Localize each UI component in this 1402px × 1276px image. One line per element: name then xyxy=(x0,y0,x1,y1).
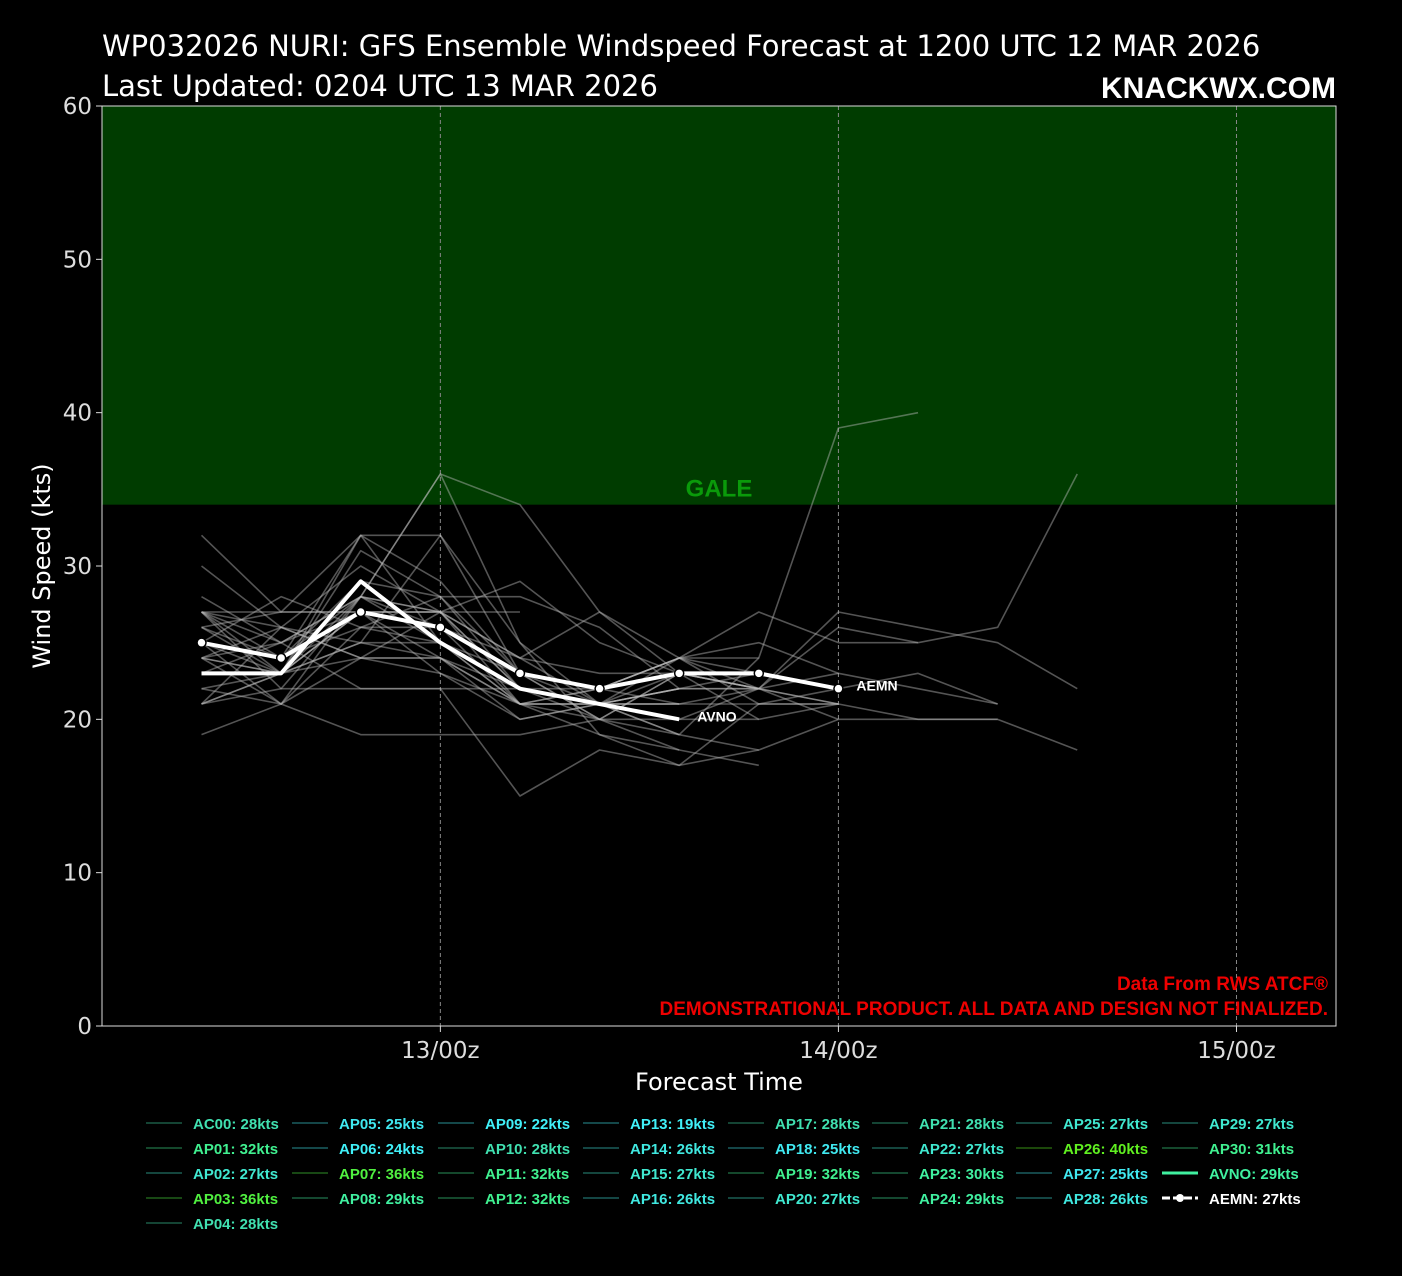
legend-entry: AP16: 26kts xyxy=(630,1191,715,1208)
legend-entry: AP28: 26kts xyxy=(1063,1191,1148,1208)
series-line-ap11 xyxy=(200,534,839,705)
x-tick-label: 13/00z xyxy=(401,1038,479,1064)
series-line-ap10 xyxy=(201,595,839,705)
legend-entry: AP10: 28kts xyxy=(485,1141,570,1158)
chart-title: WP032026 NURI: GFS Ensemble Windspeed Fo… xyxy=(102,29,1260,63)
legend-entry: AP22: 27kts xyxy=(919,1141,1004,1158)
legend-entry: AP15: 27kts xyxy=(630,1166,715,1183)
legend-entry: AVNO: 29kts xyxy=(1209,1166,1299,1183)
series-line-ap23 xyxy=(201,565,839,705)
aemn-point xyxy=(833,683,844,694)
legend-entry: AP18: 25kts xyxy=(775,1141,860,1158)
disclaimer-text: DEMONSTRATIONAL PRODUCT. ALL DATA AND DE… xyxy=(660,999,1329,1020)
chart-subtitle: Last Updated: 0204 UTC 13 MAR 2026 xyxy=(102,69,658,103)
x-axis-label: Forecast Time xyxy=(635,1068,803,1096)
series-line-ap28 xyxy=(201,626,759,705)
series-line-ap08 xyxy=(201,411,919,736)
legend-entry: AP08: 29kts xyxy=(339,1191,424,1208)
legend: AC00: 28kts AP01: 32kts AP02: 27kts AP03: 3… xyxy=(146,1116,1301,1233)
end-label-aemn: AEMN xyxy=(856,678,897,694)
series-line-avno xyxy=(201,579,680,722)
y-tick-label: 60 xyxy=(63,94,92,120)
legend-entry: AP06: 24kts xyxy=(339,1141,424,1158)
y-tick-label: 0 xyxy=(77,1014,92,1040)
legend-entry: AP12: 32kts xyxy=(485,1191,570,1208)
series-line-ap19 xyxy=(200,534,839,767)
marker-layer xyxy=(196,606,844,694)
aemn-point xyxy=(196,637,207,648)
legend-entry: AP11: 32kts xyxy=(485,1166,569,1183)
legend-entry: AP24: 29kts xyxy=(919,1191,1004,1208)
end-label-avno: AVNO xyxy=(697,708,737,724)
legend-entry: AP02: 27kts xyxy=(193,1166,278,1183)
legend-entry: AP14: 26kts xyxy=(630,1141,715,1158)
legend-entry: AP17: 28kts xyxy=(775,1116,860,1133)
legend-entry: AP27: 25kts xyxy=(1063,1166,1148,1183)
y-tick-label: 50 xyxy=(63,247,92,273)
gale-zone xyxy=(102,106,1336,505)
end-labels: AVNO AEMN xyxy=(697,678,897,725)
legend-entry: AP29: 27kts xyxy=(1209,1116,1294,1133)
legend-entry: AP01: 32kts xyxy=(193,1141,278,1158)
legend-entry: AP26: 40kts xyxy=(1063,1141,1148,1158)
y-axis-label: Wind Speed (kts) xyxy=(28,463,56,668)
series-line-ap26 xyxy=(201,595,1078,690)
legend-entry: AC00: 28kts xyxy=(193,1116,279,1133)
y-tick-label: 40 xyxy=(63,401,92,427)
series-layer xyxy=(200,411,1078,797)
series-line-ap04 xyxy=(200,580,919,690)
legend-swatch-marker xyxy=(1176,1194,1184,1202)
y-tick-label: 10 xyxy=(63,861,92,887)
series-line-ap21 xyxy=(201,595,759,690)
legend-entry: AP19: 32kts xyxy=(775,1166,860,1183)
grid-lines xyxy=(439,106,1237,1026)
x-axis-ticks: 13/00z 14/00z 15/00z xyxy=(401,1026,1276,1064)
legend-entry: AP21: 28kts xyxy=(919,1116,1004,1133)
x-tick-label: 14/00z xyxy=(799,1038,877,1064)
aemn-point xyxy=(753,668,765,679)
brand-logo: KNACKWX.COM xyxy=(1101,72,1336,105)
legend-entry: AP20: 27kts xyxy=(775,1191,860,1208)
legend-entry: AEMN: 27kts xyxy=(1209,1191,1301,1208)
aemn-point xyxy=(435,622,446,633)
legend-entry: AP25: 27kts xyxy=(1063,1116,1148,1133)
legend-entry: AP30: 31kts xyxy=(1209,1141,1294,1158)
series-line-ap01 xyxy=(201,534,759,705)
series-line-ap20 xyxy=(201,473,1078,690)
x-tick-label: 15/00z xyxy=(1197,1038,1275,1064)
series-line-ap16 xyxy=(201,626,839,705)
series-line-ap06 xyxy=(201,657,759,767)
series-line-ap09 xyxy=(201,687,759,797)
legend-entry: AP03: 36kts xyxy=(193,1191,278,1208)
series-line-ap02 xyxy=(201,611,839,751)
y-tick-label: 20 xyxy=(63,707,92,733)
series-line-ap03 xyxy=(201,473,759,659)
aemn-point xyxy=(355,606,366,618)
series-line-ap05 xyxy=(201,641,759,721)
legend-entry: AP07: 36kts xyxy=(339,1166,424,1183)
aemn-point xyxy=(673,668,685,679)
aemn-point xyxy=(514,668,526,679)
y-axis-ticks: 0 10 20 30 40 50 60 xyxy=(63,94,102,1040)
legend-entry: AP13: 19kts xyxy=(630,1116,715,1133)
data-source-credit: Data From RWS ATCF® xyxy=(1117,974,1328,995)
y-tick-label: 30 xyxy=(63,554,92,580)
aemn-point xyxy=(594,683,605,694)
gale-label: GALE xyxy=(686,476,753,503)
aemn-point xyxy=(275,652,287,664)
legend-entry: AP09: 22kts xyxy=(485,1116,570,1133)
legend-entry: AP23: 30kts xyxy=(919,1166,1004,1183)
legend-entry: AP05: 25kts xyxy=(339,1116,424,1133)
legend-entry: AP04: 28kts xyxy=(193,1216,278,1233)
series-line-ap13 xyxy=(201,703,680,751)
